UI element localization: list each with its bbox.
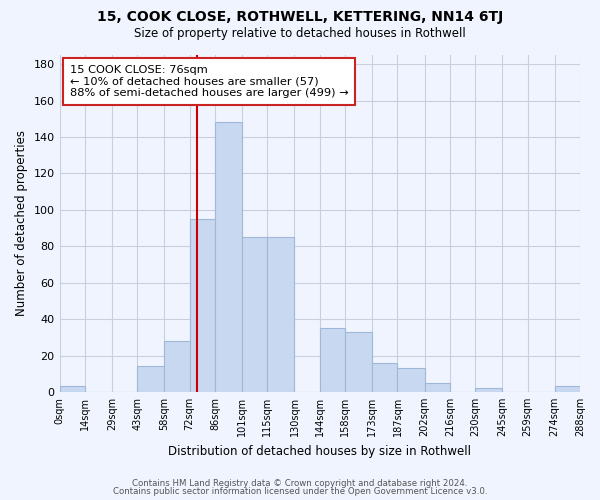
Text: 15 COOK CLOSE: 76sqm
← 10% of detached houses are smaller (57)
88% of semi-detac: 15 COOK CLOSE: 76sqm ← 10% of detached h… xyxy=(70,65,349,98)
Bar xyxy=(190,219,215,392)
Text: Contains HM Land Registry data © Crown copyright and database right 2024.: Contains HM Land Registry data © Crown c… xyxy=(132,478,468,488)
Bar xyxy=(242,237,268,392)
Y-axis label: Number of detached properties: Number of detached properties xyxy=(15,130,28,316)
Text: Contains public sector information licensed under the Open Government Licence v3: Contains public sector information licen… xyxy=(113,487,487,496)
Bar xyxy=(215,122,242,392)
Bar xyxy=(137,366,164,392)
Text: 15, COOK CLOSE, ROTHWELL, KETTERING, NN14 6TJ: 15, COOK CLOSE, ROTHWELL, KETTERING, NN1… xyxy=(97,10,503,24)
X-axis label: Distribution of detached houses by size in Rothwell: Distribution of detached houses by size … xyxy=(168,444,471,458)
Bar xyxy=(59,386,85,392)
Bar xyxy=(475,388,502,392)
Bar xyxy=(164,341,190,392)
Bar xyxy=(397,368,425,392)
Bar xyxy=(345,332,372,392)
Bar xyxy=(554,386,580,392)
Bar xyxy=(268,237,295,392)
Bar xyxy=(320,328,345,392)
Bar xyxy=(372,363,397,392)
Bar xyxy=(425,383,450,392)
Text: Size of property relative to detached houses in Rothwell: Size of property relative to detached ho… xyxy=(134,28,466,40)
